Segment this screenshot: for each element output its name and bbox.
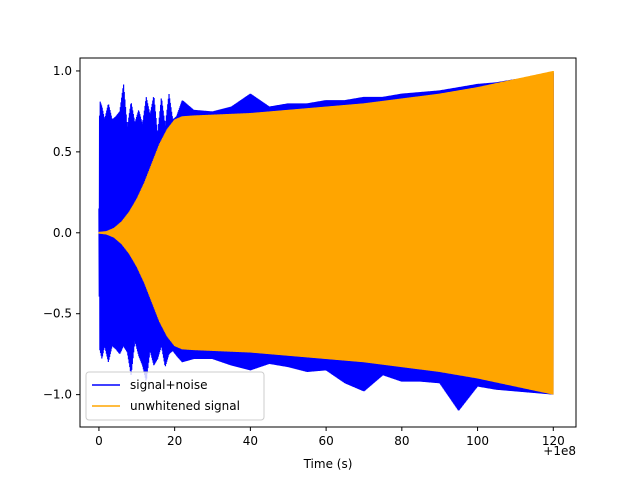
x-axis-ticks: 0 20 40 60 80 100 120 — [95, 427, 565, 448]
x-tick-label: 40 — [243, 434, 258, 448]
plot-area — [79, 57, 577, 428]
y-tick-label: −1.0 — [43, 388, 72, 402]
x-tick-label: 60 — [318, 434, 333, 448]
legend-box — [85, 371, 265, 421]
y-tick-label: −0.5 — [43, 307, 72, 321]
x-tick-label: 80 — [394, 434, 409, 448]
series-layer — [98, 70, 554, 411]
x-axis-label: Time (s) — [303, 457, 353, 471]
series-line-unwhitened-signal — [98, 70, 554, 395]
x-axis-offset-label: +1e8 — [543, 444, 576, 458]
legend-label-signal-noise: signal+noise — [130, 378, 207, 392]
x-tick-label: 20 — [167, 434, 182, 448]
legend: signal+noise unwhitened signal — [85, 371, 265, 421]
y-tick-label: 1.0 — [53, 64, 72, 78]
legend-label-unwhitened-signal: unwhitened signal — [130, 399, 240, 413]
y-tick-label: 0.5 — [53, 145, 72, 159]
x-tick-label: 100 — [466, 434, 489, 448]
y-tick-label: 0.0 — [53, 226, 72, 240]
x-tick-label: 120 — [542, 434, 565, 448]
y-axis-ticks: −1.0 −0.5 0.0 0.5 1.0 — [43, 64, 80, 402]
axes-frame — [79, 57, 577, 428]
x-tick-label: 0 — [95, 434, 103, 448]
